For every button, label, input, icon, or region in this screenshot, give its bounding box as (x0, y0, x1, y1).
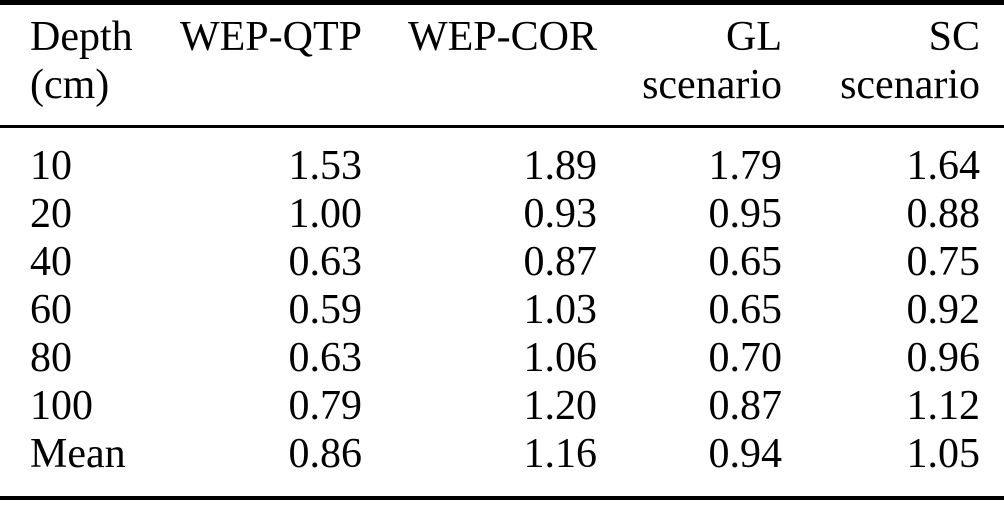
column-header-gl-scenario: GL scenario (597, 2, 782, 128)
cell-wep-cor: 1.89 (523, 143, 598, 189)
cell-wep-qtp: 0.59 (288, 287, 363, 333)
column-header-sublabel: scenario (642, 62, 782, 108)
cell-wep-cor: 1.20 (523, 383, 598, 429)
cell-wep-cor: 1.03 (523, 287, 598, 333)
column-header-sublabel: scenario (840, 62, 980, 108)
column-header-sublabel: (cm) (30, 62, 110, 108)
column-header-label: Depth (30, 14, 133, 60)
cell-wep-qtp: 1.53 (288, 143, 363, 189)
cell-wep-cor: 1.16 (523, 431, 598, 477)
cell-wep-qtp: 1.00 (288, 191, 363, 237)
table-header: Depth (cm) WEP-QTP WEP-COR GL scenario S… (0, 2, 1004, 128)
cell-sc-scenario: 0.96 (906, 335, 981, 381)
cell-sc-scenario: 0.92 (906, 287, 981, 333)
cell-sc-scenario: 1.05 (906, 431, 981, 477)
cell-sc-scenario: 1.64 (906, 143, 981, 189)
header-row: Depth (cm) WEP-QTP WEP-COR GL scenario S… (0, 2, 1004, 128)
cell-depth: Mean (30, 431, 126, 477)
column-header-wep-cor: WEP-COR (362, 2, 597, 128)
cell-wep-qtp: 0.86 (288, 431, 363, 477)
cell-wep-qtp: 0.63 (288, 239, 363, 285)
cell-gl-scenario: 0.65 (708, 239, 783, 285)
cell-depth: 80 (30, 335, 72, 381)
table-row: 20 1.00 0.93 0.95 0.88 (0, 190, 1004, 238)
cell-gl-scenario: 0.87 (708, 383, 783, 429)
column-header-sc-scenario: SC scenario (782, 2, 1004, 128)
cell-wep-cor: 1.06 (523, 335, 598, 381)
column-header-wep-qtp: WEP-QTP (170, 2, 362, 128)
cell-depth: 10 (30, 143, 72, 189)
table-body: 10 1.53 1.89 1.79 1.64 20 1.00 0.93 0.95… (0, 127, 1004, 499)
cell-gl-scenario: 0.70 (708, 335, 783, 381)
cell-depth: 60 (30, 287, 72, 333)
cell-gl-scenario: 0.94 (708, 431, 783, 477)
cell-gl-scenario: 1.79 (708, 143, 783, 189)
cell-wep-qtp: 0.79 (288, 383, 363, 429)
cell-depth: 100 (30, 383, 93, 429)
table-row: 80 0.63 1.06 0.70 0.96 (0, 334, 1004, 382)
table-row: 10 1.53 1.89 1.79 1.64 (0, 127, 1004, 191)
cell-depth: 20 (30, 191, 72, 237)
cell-sc-scenario: 0.75 (906, 239, 981, 285)
cell-wep-cor: 0.93 (523, 191, 598, 237)
cell-depth: 40 (30, 239, 72, 285)
column-header-sublabel (170, 61, 362, 109)
column-header-label: GL (726, 14, 782, 60)
cell-sc-scenario: 1.12 (906, 383, 981, 429)
column-header-label: WEP-COR (408, 14, 597, 60)
table-row: 100 0.79 1.20 0.87 1.12 (0, 382, 1004, 430)
cell-wep-cor: 0.87 (523, 239, 598, 285)
table-row: 40 0.63 0.87 0.65 0.75 (0, 238, 1004, 286)
column-header-label: WEP-QTP (180, 14, 362, 60)
cell-wep-qtp: 0.63 (288, 335, 363, 381)
cell-gl-scenario: 0.95 (708, 191, 783, 237)
column-header-depth: Depth (cm) (0, 2, 170, 128)
column-header-sublabel (362, 61, 597, 109)
column-header-label: SC (928, 14, 980, 60)
table-row-mean: Mean 0.86 1.16 0.94 1.05 (0, 430, 1004, 498)
cell-gl-scenario: 0.65 (708, 287, 783, 333)
cell-sc-scenario: 0.88 (906, 191, 981, 237)
table-row: 60 0.59 1.03 0.65 0.92 (0, 286, 1004, 334)
